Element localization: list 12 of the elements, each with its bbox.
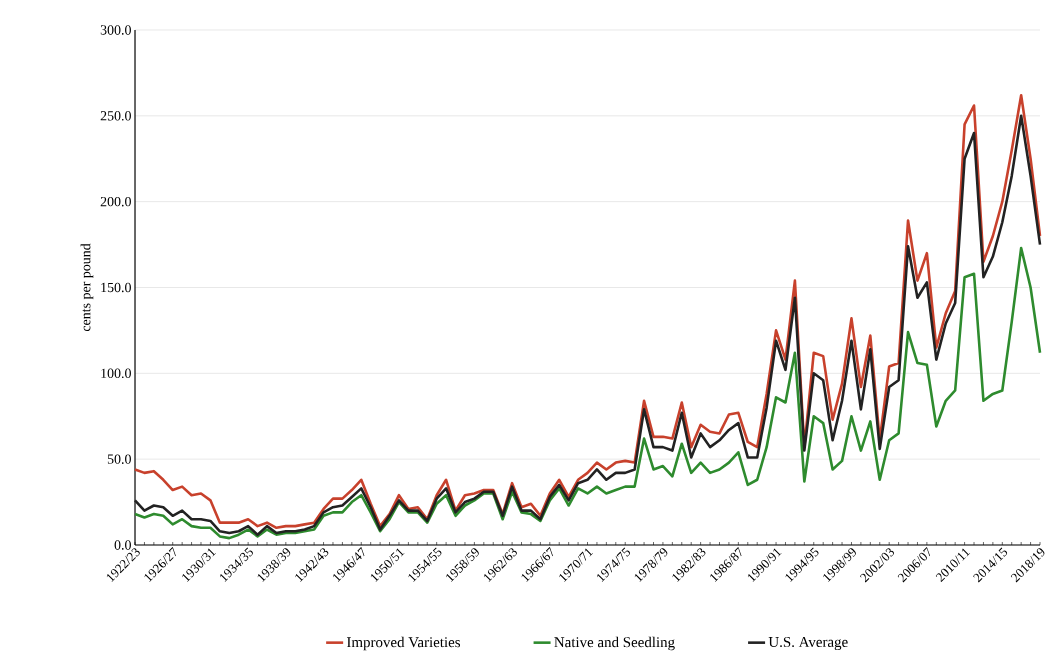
y-tick-label: 50.0 bbox=[107, 454, 131, 464]
y-tick-label: 200.0 bbox=[100, 196, 131, 207]
y-axis-title: cents per pound bbox=[80, 243, 94, 332]
y-tick-label: 100.0 bbox=[101, 368, 131, 379]
legend-label: Improved Varieties bbox=[346, 636, 461, 651]
y-tick-label: 0.0 bbox=[114, 540, 131, 550]
legend-label: Native and Seedling bbox=[554, 636, 675, 651]
y-tick-label: 150.0 bbox=[101, 282, 131, 293]
y-tick-label: 250.0 bbox=[100, 111, 131, 121]
legend-label: U.S. Average bbox=[768, 636, 848, 651]
line-series bbox=[133, 246, 1042, 540]
y-tick-label: 300.0 bbox=[100, 25, 131, 35]
